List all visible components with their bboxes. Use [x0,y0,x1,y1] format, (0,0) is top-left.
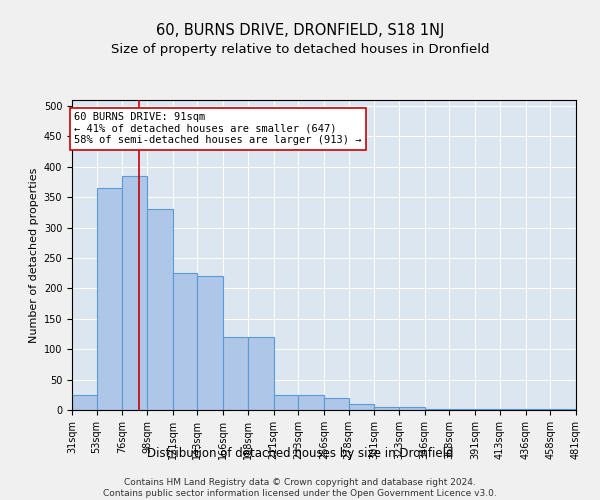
Bar [97,188,122,410]
Bar [223,337,248,410]
Bar [425,409,449,410]
Bar [197,276,223,410]
Bar [449,409,475,410]
Text: 60 BURNS DRIVE: 91sqm
← 41% of detached houses are smaller (647)
58% of semi-det: 60 BURNS DRIVE: 91sqm ← 41% of detached … [74,112,362,146]
Bar [298,395,324,410]
Bar [147,210,173,410]
Bar [122,176,147,410]
Bar [248,337,274,410]
Bar [349,404,374,410]
Text: Contains HM Land Registry data © Crown copyright and database right 2024.
Contai: Contains HM Land Registry data © Crown c… [103,478,497,498]
Bar [374,407,399,410]
Y-axis label: Number of detached properties: Number of detached properties [29,168,40,342]
Bar [399,407,425,410]
Text: Size of property relative to detached houses in Dronfield: Size of property relative to detached ho… [111,42,489,56]
Bar [274,395,298,410]
Text: 60, BURNS DRIVE, DRONFIELD, S18 1NJ: 60, BURNS DRIVE, DRONFIELD, S18 1NJ [156,22,444,38]
Text: Distribution of detached houses by size in Dronfield: Distribution of detached houses by size … [147,448,453,460]
Bar [173,273,197,410]
Bar [72,395,97,410]
Bar [324,398,349,410]
